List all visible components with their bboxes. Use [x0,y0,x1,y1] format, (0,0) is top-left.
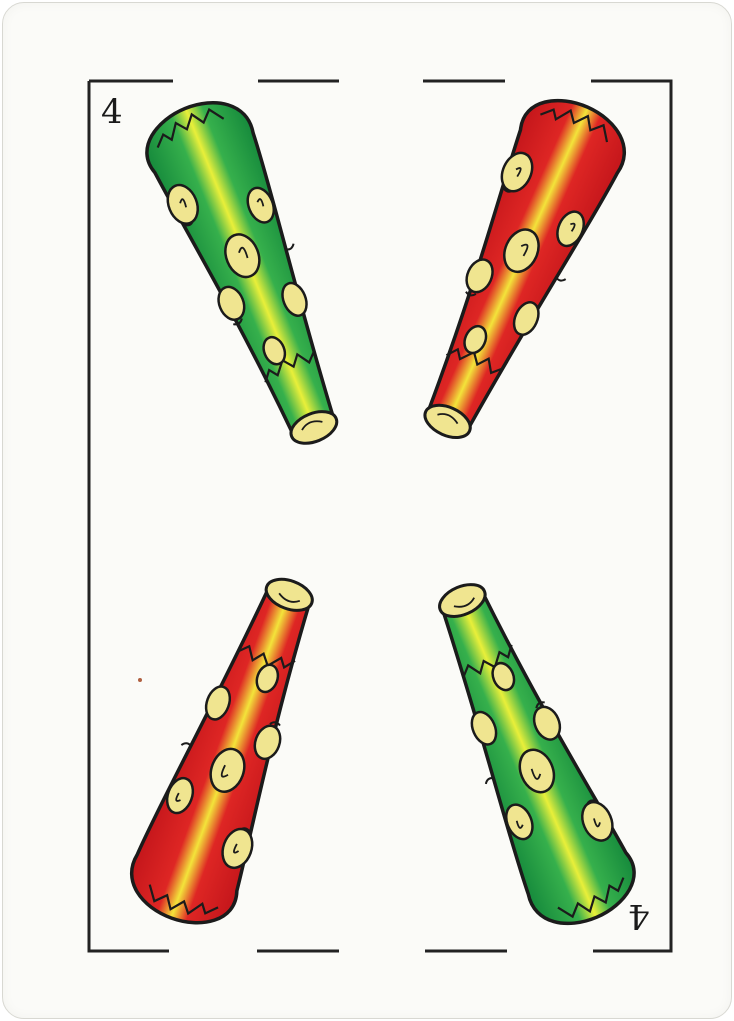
club-top-right [390,83,640,459]
club-bottom-left [118,561,347,939]
club-bottom-right [404,564,649,941]
rank-index-bottom: 4 [628,896,650,936]
print-speck [138,678,142,682]
club-top-left [133,86,372,463]
card-frame [87,79,673,953]
card-artwork [87,79,673,953]
rank-index-top: 4 [101,92,123,132]
